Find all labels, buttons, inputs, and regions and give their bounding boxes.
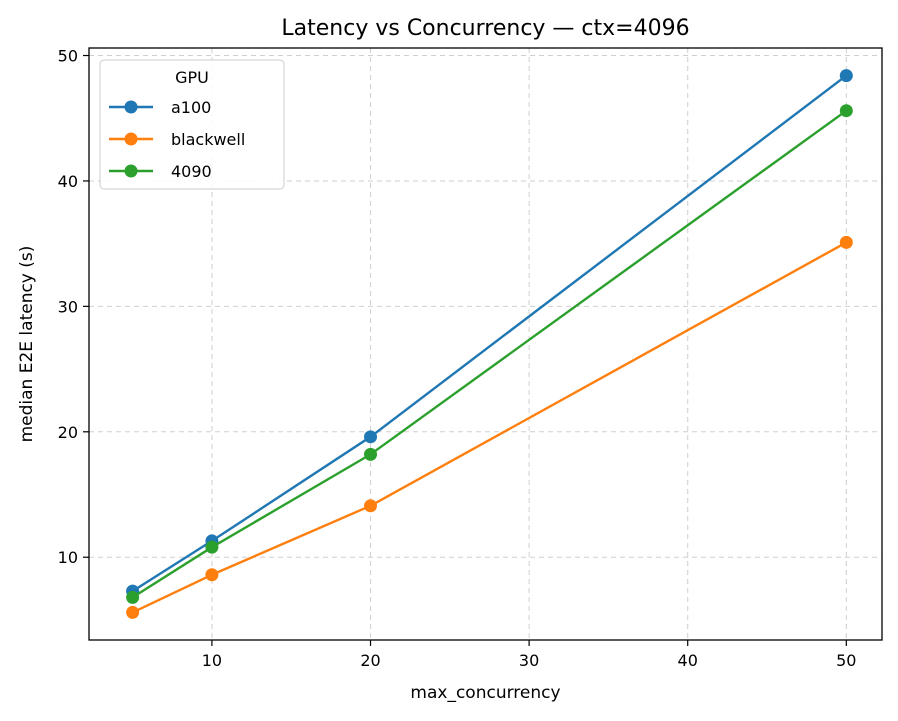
legend-title: GPU [175, 68, 209, 87]
data-point-blackwell [126, 605, 140, 619]
x-tick-label: 30 [519, 651, 539, 670]
data-point-4090 [839, 104, 853, 118]
legend-swatch-marker [124, 164, 138, 178]
y-tick-label: 50 [58, 47, 78, 66]
data-point-blackwell [839, 235, 853, 249]
y-tick-label: 30 [58, 297, 78, 316]
plot-frame [88, 47, 883, 641]
y-tick-label: 40 [58, 172, 78, 191]
series-group [126, 69, 853, 619]
data-point-4090 [126, 590, 140, 604]
y-axis-label: median E2E latency (s) [17, 246, 37, 443]
y-tick-label: 20 [58, 423, 78, 442]
data-point-4090 [205, 540, 219, 554]
legend-swatch-marker [124, 100, 138, 114]
legend-label: a100 [171, 98, 211, 117]
legend-item-a100: a100 [109, 98, 211, 117]
data-point-a100 [839, 69, 853, 83]
series-blackwell [126, 235, 853, 619]
data-point-a100 [364, 430, 378, 444]
y-tick-label: 10 [58, 548, 78, 567]
data-point-blackwell [364, 499, 378, 513]
data-point-blackwell [205, 568, 219, 582]
chart-title: Latency vs Concurrency — ctx=4096 [281, 16, 689, 41]
data-point-4090 [364, 447, 378, 461]
legend-swatch-marker [124, 132, 138, 146]
x-axis-label: max_concurrency [410, 683, 560, 703]
x-tick-label: 20 [360, 651, 380, 670]
legend-label: 4090 [171, 162, 212, 181]
legend-label: blackwell [171, 130, 245, 149]
series-line-a100 [131, 74, 848, 593]
x-tick-label: 40 [678, 651, 698, 670]
legend-item-4090: 4090 [109, 162, 212, 181]
series-line-blackwell [132, 241, 847, 614]
x-tick-label: 50 [836, 651, 856, 670]
series-4090 [126, 104, 853, 604]
legend: GPU a100 blackwell 4090 [99, 59, 285, 190]
x-tick-label: 10 [202, 651, 222, 670]
legend-item-blackwell: blackwell [109, 130, 245, 149]
series-line-4090 [131, 109, 848, 599]
legend-box [99, 59, 285, 190]
axis-ticks: 10 20 30 40 50 10 20 30 40 50 [58, 47, 857, 670]
